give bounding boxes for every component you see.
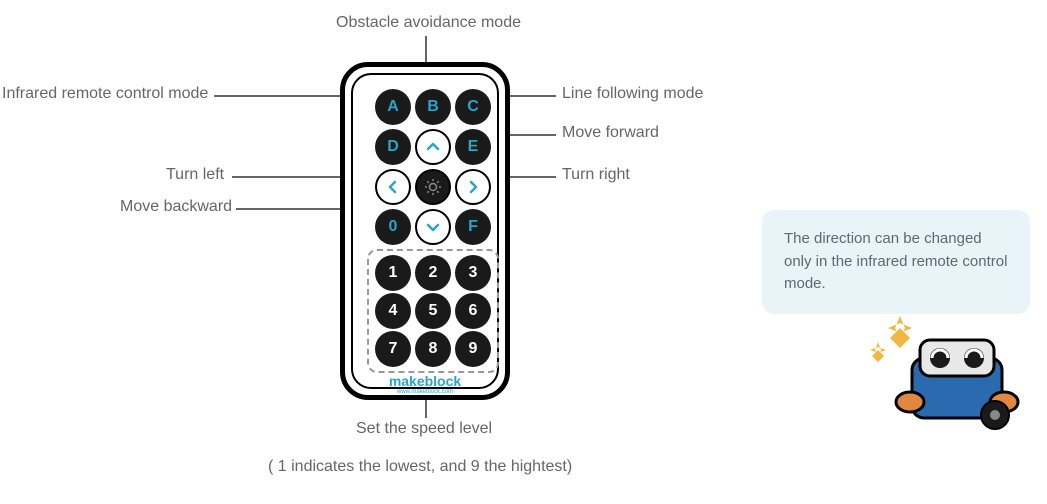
speech-bubble: The direction can be changed only in the…	[762, 210, 1030, 314]
button-3[interactable]: 3	[455, 255, 491, 291]
button-4[interactable]: 4	[375, 293, 411, 329]
chevron-up-icon	[425, 139, 441, 155]
brand-text: makeblock	[353, 373, 497, 389]
gear-icon	[424, 178, 442, 196]
button-a[interactable]: A	[375, 89, 411, 125]
button-7[interactable]: 7	[375, 331, 411, 367]
button-b[interactable]: B	[415, 89, 451, 125]
robot-mascot-icon	[860, 310, 1030, 440]
bubble-tail	[900, 286, 924, 306]
label-line-follow: Line following mode	[562, 85, 703, 103]
label-obstacle: Obstacle avoidance mode	[336, 14, 521, 32]
button-1[interactable]: 1	[375, 255, 411, 291]
label-turn-left: Turn left	[166, 166, 224, 184]
remote-inner: A B C D E 0	[351, 73, 499, 389]
button-left[interactable]	[375, 169, 411, 205]
button-d[interactable]: D	[375, 129, 411, 165]
button-0[interactable]: 0	[375, 209, 411, 245]
button-e[interactable]: E	[455, 129, 491, 165]
label-speed-note: ( 1 indicates the lowest, and 9 the high…	[268, 458, 572, 476]
button-f[interactable]: F	[455, 209, 491, 245]
chevron-down-icon	[425, 219, 441, 235]
button-6[interactable]: 6	[455, 293, 491, 329]
button-2[interactable]: 2	[415, 255, 451, 291]
label-move-backward: Move backward	[120, 198, 232, 216]
label-turn-right: Turn right	[562, 166, 630, 184]
chevron-right-icon	[465, 179, 481, 195]
bubble-text: The direction can be changed only in the…	[784, 230, 1007, 292]
remote-body: A B C D E 0	[340, 62, 510, 400]
label-set-speed: Set the speed level	[356, 420, 492, 438]
button-up[interactable]	[415, 129, 451, 165]
button-center[interactable]	[415, 169, 451, 205]
button-down[interactable]	[415, 209, 451, 245]
button-5[interactable]: 5	[415, 293, 451, 329]
label-infrared: Infrared remote control mode	[2, 85, 208, 103]
button-c[interactable]: C	[455, 89, 491, 125]
button-right[interactable]	[455, 169, 491, 205]
mascot	[860, 310, 1030, 445]
brand-subtext: www.makeblock.com	[353, 389, 497, 395]
button-8[interactable]: 8	[415, 331, 451, 367]
label-move-forward: Move forward	[562, 124, 659, 142]
chevron-left-icon	[385, 179, 401, 195]
button-9[interactable]: 9	[455, 331, 491, 367]
leader-set-speed	[425, 400, 427, 418]
